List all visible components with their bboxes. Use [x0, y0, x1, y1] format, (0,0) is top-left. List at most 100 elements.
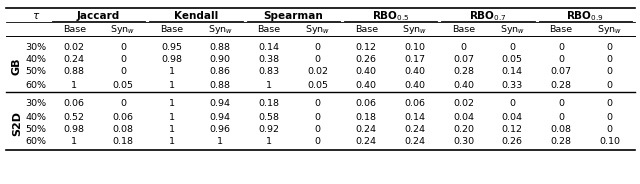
- Text: 0.24: 0.24: [64, 56, 85, 65]
- Text: Syn$_w$: Syn$_w$: [208, 24, 233, 36]
- Text: 1: 1: [169, 81, 175, 89]
- Text: 0.06: 0.06: [404, 100, 426, 109]
- Text: Base: Base: [549, 26, 573, 35]
- Text: 0.40: 0.40: [356, 68, 377, 77]
- Text: Syn$_w$: Syn$_w$: [305, 24, 330, 36]
- Text: 0.02: 0.02: [64, 43, 85, 52]
- Text: 0.05: 0.05: [307, 81, 328, 89]
- Text: 0.08: 0.08: [113, 125, 134, 134]
- Text: 0: 0: [120, 56, 126, 65]
- Text: $\tau$: $\tau$: [32, 11, 40, 21]
- Text: 40%: 40%: [26, 112, 47, 121]
- Text: 0.04: 0.04: [502, 112, 523, 121]
- Text: 0.26: 0.26: [502, 137, 523, 146]
- Text: 0: 0: [315, 112, 321, 121]
- Text: 0.24: 0.24: [356, 137, 377, 146]
- Text: 0: 0: [120, 68, 126, 77]
- Text: 0: 0: [607, 112, 612, 121]
- Text: 1: 1: [169, 137, 175, 146]
- Text: 0.07: 0.07: [453, 56, 474, 65]
- Text: 0.18: 0.18: [356, 112, 377, 121]
- Text: Syn$_w$: Syn$_w$: [111, 24, 136, 36]
- Text: 0.30: 0.30: [453, 137, 474, 146]
- Text: 0.05: 0.05: [502, 56, 523, 65]
- Text: 1: 1: [266, 137, 272, 146]
- Text: 0: 0: [315, 137, 321, 146]
- Text: 0.20: 0.20: [453, 125, 474, 134]
- Text: 1: 1: [169, 112, 175, 121]
- Text: 0.10: 0.10: [599, 137, 620, 146]
- Text: S2D: S2D: [12, 111, 22, 135]
- Text: 0: 0: [607, 125, 612, 134]
- Text: 60%: 60%: [26, 81, 47, 89]
- Text: 0.33: 0.33: [502, 81, 523, 89]
- Text: 0.10: 0.10: [404, 43, 426, 52]
- Text: 50%: 50%: [26, 68, 47, 77]
- Text: Base: Base: [63, 26, 86, 35]
- Text: 0.28: 0.28: [550, 81, 572, 89]
- Text: 0.28: 0.28: [550, 137, 572, 146]
- Text: 0.38: 0.38: [259, 56, 280, 65]
- Text: 0.02: 0.02: [453, 100, 474, 109]
- Text: 50%: 50%: [26, 125, 47, 134]
- Text: 1: 1: [218, 137, 223, 146]
- Text: 0.14: 0.14: [502, 68, 523, 77]
- Text: 0.14: 0.14: [404, 112, 426, 121]
- Text: 0: 0: [558, 100, 564, 109]
- Text: 0.12: 0.12: [502, 125, 523, 134]
- Text: 0.95: 0.95: [161, 43, 182, 52]
- Text: Jaccard: Jaccard: [77, 11, 120, 21]
- Text: Syn$_w$: Syn$_w$: [597, 24, 622, 36]
- Text: 0.17: 0.17: [404, 56, 426, 65]
- Text: 0: 0: [315, 43, 321, 52]
- Text: 0.88: 0.88: [210, 43, 231, 52]
- Text: 0.24: 0.24: [404, 125, 426, 134]
- Text: RBO$_{0.7}$: RBO$_{0.7}$: [469, 9, 507, 23]
- Text: 0: 0: [461, 43, 467, 52]
- Text: 0.52: 0.52: [64, 112, 85, 121]
- Text: 0: 0: [509, 43, 515, 52]
- Text: 60%: 60%: [26, 137, 47, 146]
- Text: 0: 0: [607, 81, 612, 89]
- Text: 0.83: 0.83: [259, 68, 280, 77]
- Text: 0.40: 0.40: [356, 81, 377, 89]
- Text: 1: 1: [266, 81, 272, 89]
- Text: 0.98: 0.98: [64, 125, 85, 134]
- Text: 0: 0: [315, 56, 321, 65]
- Text: 0.88: 0.88: [64, 68, 85, 77]
- Text: RBO$_{0.9}$: RBO$_{0.9}$: [566, 9, 604, 23]
- Text: RBO$_{0.5}$: RBO$_{0.5}$: [372, 9, 410, 23]
- Text: Kendall: Kendall: [174, 11, 218, 21]
- Text: 0.28: 0.28: [453, 68, 474, 77]
- Text: 0.26: 0.26: [356, 56, 377, 65]
- Text: 30%: 30%: [26, 100, 47, 109]
- Text: 0.98: 0.98: [161, 56, 182, 65]
- Text: Base: Base: [257, 26, 280, 35]
- Text: 0.18: 0.18: [113, 137, 134, 146]
- Text: 0.06: 0.06: [113, 112, 134, 121]
- Text: 0: 0: [120, 43, 126, 52]
- Text: Base: Base: [452, 26, 476, 35]
- Text: 0: 0: [509, 100, 515, 109]
- Text: 0.40: 0.40: [404, 68, 426, 77]
- Text: 1: 1: [71, 137, 77, 146]
- Text: 40%: 40%: [26, 56, 47, 65]
- Text: 30%: 30%: [26, 43, 47, 52]
- Text: 0.40: 0.40: [404, 81, 426, 89]
- Text: 0.02: 0.02: [307, 68, 328, 77]
- Text: 0.06: 0.06: [356, 100, 377, 109]
- Text: 0.96: 0.96: [210, 125, 231, 134]
- Text: 1: 1: [169, 68, 175, 77]
- Text: Syn$_w$: Syn$_w$: [500, 24, 525, 36]
- Text: 0: 0: [607, 56, 612, 65]
- Text: 0.06: 0.06: [64, 100, 85, 109]
- Text: Base: Base: [160, 26, 183, 35]
- Text: 0.92: 0.92: [259, 125, 280, 134]
- Text: 0.14: 0.14: [259, 43, 280, 52]
- Text: 0.58: 0.58: [259, 112, 280, 121]
- Text: 0.24: 0.24: [356, 125, 377, 134]
- Text: 1: 1: [71, 81, 77, 89]
- Text: 0: 0: [558, 56, 564, 65]
- Text: Syn$_w$: Syn$_w$: [403, 24, 428, 36]
- Text: 0.04: 0.04: [453, 112, 474, 121]
